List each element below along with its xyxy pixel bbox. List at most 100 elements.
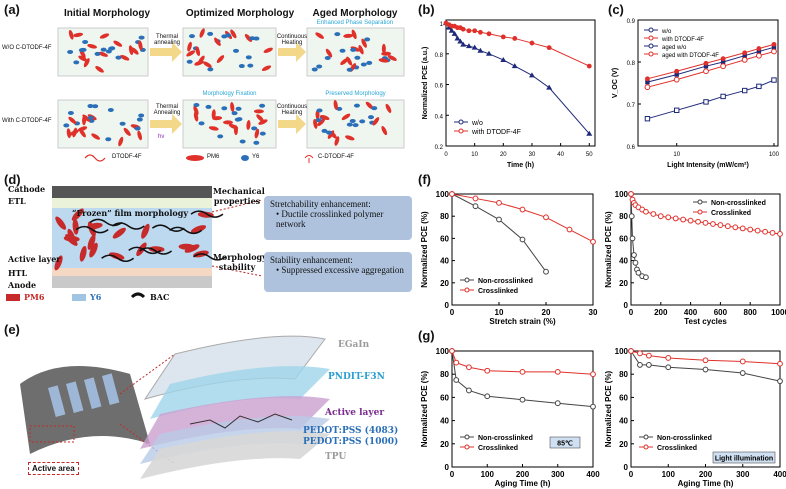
x-tick-label: 20 [542, 308, 551, 317]
y6-blob [87, 115, 94, 120]
y-tick-label: 100 [436, 190, 450, 199]
legend-dtodf: DTODF-4F [112, 154, 142, 160]
y6-blob [207, 67, 214, 72]
pm6-blob [214, 37, 221, 46]
y-tick-label: 80 [440, 370, 449, 379]
data-point [590, 403, 596, 410]
pm6-blob [68, 29, 74, 40]
pm6-blob [195, 46, 201, 57]
pm6-blob [193, 105, 199, 116]
plot-frame [630, 193, 781, 306]
y6-blob [349, 118, 356, 123]
y-tick-label: 0.6 [435, 84, 444, 90]
pm6-blob [230, 102, 235, 112]
pm6-blob [244, 34, 253, 42]
y6-blob [259, 103, 266, 108]
note-enhanced: Enhanced Phase Separation [316, 20, 394, 26]
y-tick-label: 20 [619, 279, 628, 288]
y6-blob [346, 122, 353, 127]
x-axis-label: Test cycles [684, 317, 727, 326]
anode-label: Anode [8, 280, 37, 290]
pm6-blob [108, 252, 125, 260]
y6-blob [360, 62, 367, 67]
y6-blob [92, 104, 99, 109]
data-point [643, 208, 649, 215]
data-point [631, 252, 637, 258]
data-point [637, 350, 643, 357]
x-tick-label: 30 [589, 308, 598, 317]
data-point [554, 368, 561, 375]
data-point [643, 274, 649, 281]
pm6-blob [79, 245, 87, 262]
pm6-blob [63, 235, 80, 242]
data-point [732, 224, 739, 231]
pm6-blob [91, 133, 100, 140]
y6-blob [82, 39, 89, 44]
bac-chain [75, 225, 109, 234]
panel-a-label: (a) [4, 2, 20, 17]
y6-blob [188, 34, 195, 39]
data-point [519, 368, 526, 375]
data-point [519, 396, 526, 403]
x-tick-label: 400 [684, 308, 698, 317]
pm6-blob [361, 38, 367, 48]
data-point [451, 30, 458, 36]
legend-label: Crosslinked [711, 210, 751, 217]
x-axis-label: Aging Time (h) [495, 479, 551, 488]
data-point [680, 216, 687, 223]
data-point [771, 41, 777, 47]
legend-marker [643, 434, 649, 440]
y-tick-label: 60 [619, 234, 628, 243]
bac-chain [89, 218, 123, 227]
legend-label: Non-crosslinked [711, 200, 766, 207]
pm6-blob [72, 127, 78, 138]
data-point [739, 370, 746, 376]
y6-blob [326, 130, 333, 135]
y-tick-label: 0.2 [435, 145, 444, 151]
legend-cdtodf: C-DTODF-4F [318, 154, 354, 160]
data-point [628, 348, 634, 354]
annotation-box [712, 451, 776, 464]
data-point [777, 231, 783, 237]
x-tick-label: 0 [450, 308, 455, 317]
pm6-blob [123, 127, 131, 136]
pm6-blob [334, 136, 340, 146]
etl-label: ETL [8, 196, 26, 206]
y6-blob [67, 49, 74, 54]
pm6-blob [261, 65, 272, 72]
y6-blob [354, 55, 361, 60]
y-tick-label: 0.6 [627, 145, 636, 151]
data-point [762, 228, 769, 235]
y6-blob [364, 37, 371, 42]
legend-y6: Y6 [252, 154, 260, 160]
pm6-blob [78, 55, 88, 62]
legend-marker [458, 128, 464, 134]
egain-label: EGaIn [338, 340, 370, 350]
data-point [448, 27, 455, 33]
x-tick-label: 10 [471, 152, 478, 158]
header-aged: Aged Morphology [312, 8, 398, 19]
data-point [665, 355, 672, 361]
y6-blob [207, 31, 214, 36]
x-tick-label: 30 [529, 152, 536, 158]
y6-blob [235, 106, 242, 111]
y6-blob [115, 55, 122, 60]
pm6-blob [372, 117, 380, 126]
y6-blob [221, 106, 228, 111]
pm6-blob [54, 255, 63, 271]
arrow1-row2-sub: hv [158, 134, 165, 140]
y-tick-label: 40 [440, 417, 449, 426]
data-point [644, 84, 651, 91]
series-line [451, 193, 594, 243]
y6-blob [321, 128, 328, 133]
pm6-blob [190, 225, 207, 234]
x-axis-label: Aging Time (h) [678, 479, 734, 488]
data-point [665, 364, 672, 371]
data-point [742, 50, 748, 56]
legend-marker [648, 27, 654, 33]
y-tick-label: 100 [615, 347, 629, 356]
x-tick-label: 1000 [771, 308, 786, 317]
data-point [472, 195, 479, 202]
data-point [529, 40, 535, 46]
pm6-blob [187, 41, 192, 52]
